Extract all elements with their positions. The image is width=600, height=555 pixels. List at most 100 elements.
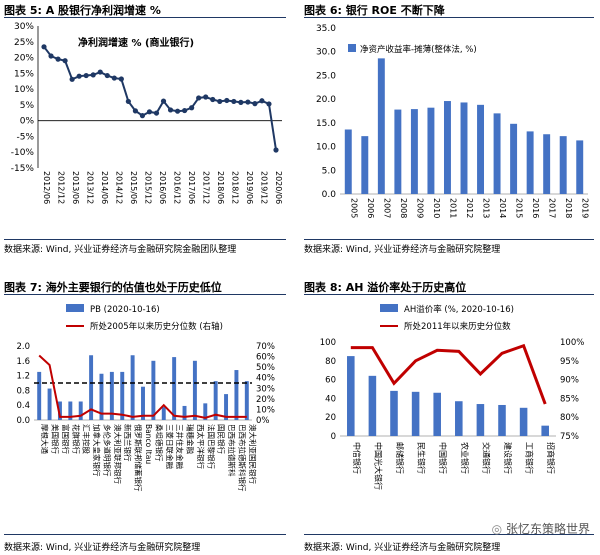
y-tick-label: 20.0 [316,95,336,105]
data-point [62,58,68,64]
chart6-source: 数据来源: Wind, 兴业证券经济与金融研究院整理 [304,245,501,255]
x-tick-label: 2014/12 [115,171,124,204]
legend-label-percentile: 所处2011年以来历史分位数 [404,321,511,332]
y-tick-label: 20 [325,413,336,423]
chart6-title-rule [304,17,594,18]
data-point [153,110,160,116]
y-tick-label: 25.0 [316,71,336,81]
x-tick-label: 西太平洋银行 [196,424,206,469]
bar [224,394,229,420]
y-tick-label: 5% [20,101,35,111]
x-tick-label: Banco Itau [144,424,153,464]
data-point [55,56,61,62]
chart8-source: 数据来源: Wind, 兴业证券经济与金融研究院整理 [304,543,501,553]
x-tick-label: 巴西布拉德斯科 [227,424,237,477]
y-tick-label: 20% [14,54,34,64]
bar [510,123,518,194]
bar [109,371,114,420]
legend-label-ah: AH溢价率 (%, 2020-10-16) [404,304,514,315]
x-tick-label: 2015 [515,198,524,218]
bar [433,392,441,436]
chart7-title-rule [4,294,286,295]
x-tick-label: 2013 [482,198,491,218]
chart7-bottom-rule [4,534,286,535]
data-point [167,107,174,113]
legend-swatch-ah [380,304,398,312]
chart6-bottom-rule [304,239,594,240]
bar [161,407,166,420]
data-point [182,107,188,114]
watermark: ◎ 张忆东策略世界 [492,520,590,537]
chart5-title: 图表 5: A 股银行净利润增速 % [4,4,161,17]
x-tick-label: 三井住友金融 [175,424,185,469]
bar [192,360,197,420]
series-line [43,46,277,151]
bar [477,104,485,194]
chart6-title: 图表 6: 银行 ROE 不断下降 [304,4,445,17]
bar [519,407,528,436]
y-tick-label: 0.0 [16,416,30,426]
y-tick-label: 2.0 [16,342,30,352]
bar [89,355,94,420]
legend-label: 净资产收益率-摊薄(整体法, %) [360,44,477,55]
chart5-title-rule [4,17,286,18]
x-tick-label: 桑坦德银行 [154,424,164,462]
y2-tick-label: 30% [256,384,275,394]
y-tick-label: 1.2 [16,372,30,382]
x-tick-label: 中国银行 [438,442,448,474]
chart6-roe: 35.0 30.0 25.0 20.0 15.0 10.0 5.0 0.0 净资产收益率-摊薄(… [316,24,590,218]
bar [37,371,42,420]
bar [476,404,485,436]
x-tick-label: 2013/06 [71,171,80,204]
y2-tick-label: 60% [256,353,275,363]
bar [47,388,52,420]
legend-swatch [348,44,356,52]
x-tick-label: 多伦多道明银行 [102,424,112,477]
bar [460,102,468,194]
data-point [41,44,47,50]
bar [541,425,549,436]
y2-tick-label: 70% [256,342,275,352]
x-tick-label: 邮储银行 [395,442,405,474]
y-tick-label: 100 [320,338,336,348]
data-point [266,101,272,107]
x-tick-label: 巴西布拉德斯科银行 [237,424,247,492]
bar [78,401,83,420]
data-point [118,76,124,82]
data-point [196,95,202,101]
x-tick-label: 2014/06 [100,171,109,204]
data-point [210,96,216,103]
bar [68,401,73,420]
bar [368,375,377,436]
y-tick-label: -15% [11,164,35,174]
x-tick-label: 2011 [448,198,457,218]
wechat-icon: ◎ [491,522,503,536]
bar [172,357,177,420]
y2-tick-label: 95% [560,357,579,367]
bar [347,356,355,436]
x-tick-label: 中国光大银行 [373,442,383,490]
data-point [224,97,230,104]
y-tick-label: -5% [16,132,34,142]
data-point [111,75,117,81]
data-point [160,98,167,104]
data-point [189,105,195,111]
y-tick-label: 15.0 [316,119,336,129]
x-tick-label: 中信银行 [352,442,362,474]
bar [182,405,187,420]
bar [559,136,567,194]
bar [443,101,451,194]
chart7-title: 图表 7: 海外主要银行的估值也处于历史低位 [4,281,222,294]
y2-tick-label: 40% [256,374,275,384]
bar [427,107,435,194]
chart5-bottom-rule [4,239,286,240]
x-tick-label: 瑞穗金融 [186,424,196,454]
chart8-title-rule [304,294,594,295]
data-point [139,113,146,119]
bar [361,136,369,194]
watermark-text: 张忆东策略世界 [505,522,590,536]
chart8-ah-premium: AH溢价率 (%, 2020-10-16) 所处2011年以来历史分位数 100 80… [320,304,584,490]
y2-tick-label: 90% [560,376,579,386]
data-point [203,94,209,100]
x-tick-label: 2015/12 [144,171,153,204]
